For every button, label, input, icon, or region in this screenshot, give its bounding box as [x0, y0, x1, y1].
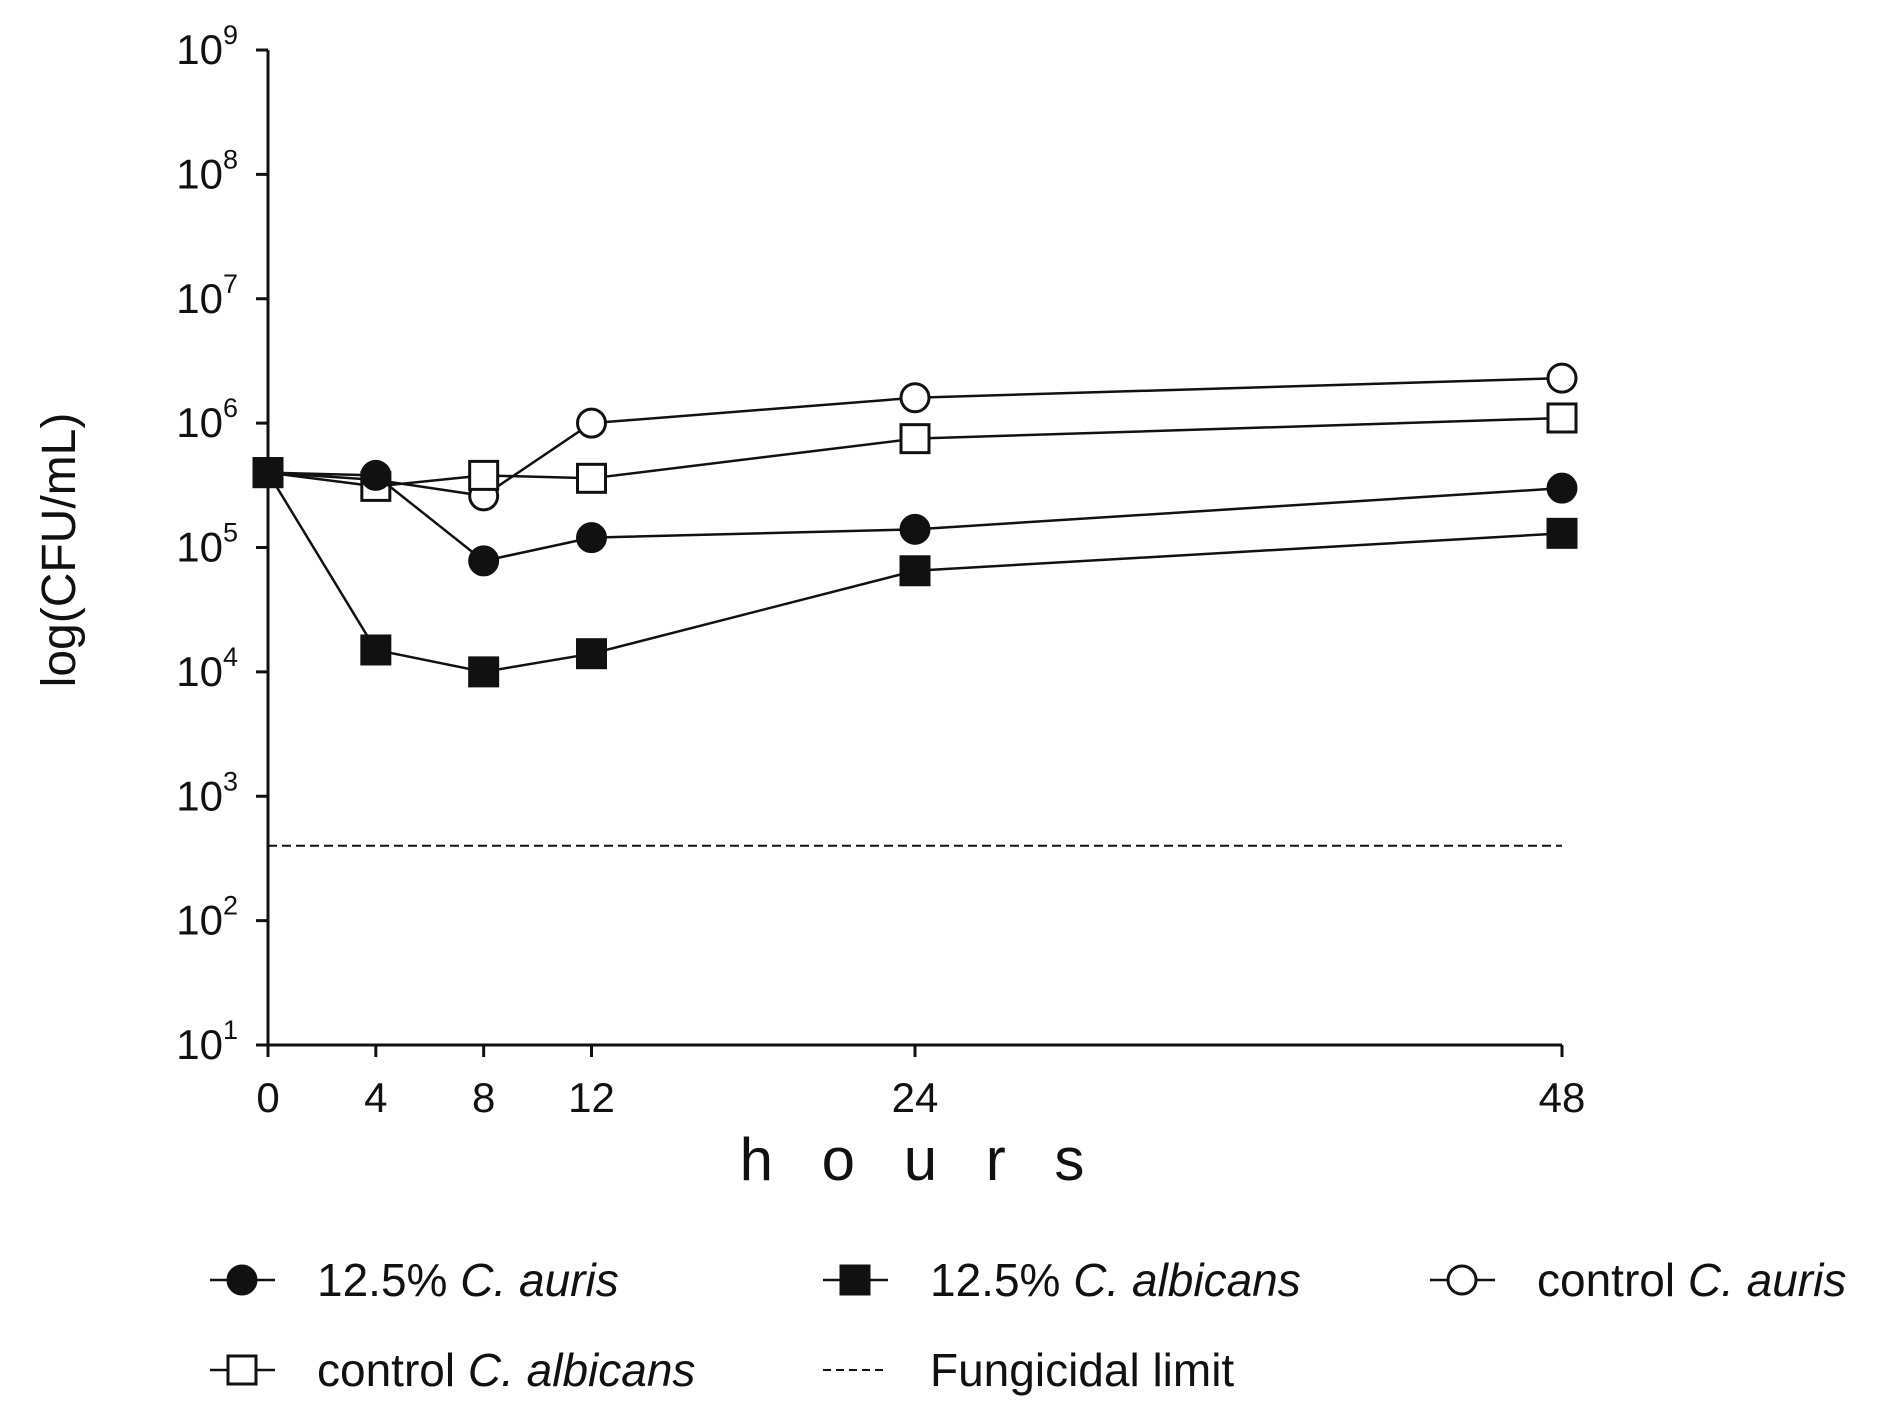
y-tick-label: 106 — [176, 393, 238, 446]
y-tick-label: 109 — [176, 20, 238, 73]
series-group — [252, 362, 1578, 688]
series-line — [267, 416, 1563, 488]
data-point — [899, 513, 931, 545]
data-point — [899, 382, 931, 414]
y-tick-label: 108 — [176, 144, 238, 197]
legend-item: 12.5% C. auris — [210, 1254, 619, 1306]
legend-swatch-marker — [1446, 1264, 1478, 1296]
legend-label: control C. albicans — [317, 1344, 695, 1396]
x-tick-label: 8 — [472, 1074, 495, 1121]
legend-label: 12.5% C. auris — [317, 1254, 619, 1306]
series-line — [267, 471, 1563, 563]
x-tick-labels: 0 4 8 12 24 48 — [256, 1074, 1585, 1121]
data-point — [360, 459, 392, 491]
data-point — [899, 555, 931, 587]
data-point — [360, 634, 392, 666]
legend-label: Fungicidal limit — [930, 1344, 1234, 1396]
legend-item: Fungicidal limit — [823, 1344, 1234, 1396]
data-point — [899, 423, 931, 455]
y-tick-label: 102 — [176, 891, 238, 944]
y-tick-label: 103 — [176, 766, 238, 819]
legend-swatch-marker — [839, 1264, 871, 1296]
data-point — [1546, 472, 1578, 504]
legend: 12.5% C. auris 12.5% C. albicans control C… — [210, 1254, 1846, 1396]
x-tick-label: 48 — [1539, 1074, 1586, 1121]
series-line — [267, 376, 1563, 498]
data-point — [468, 656, 500, 688]
legend-swatch-marker — [226, 1354, 258, 1386]
y-tick-label: 105 — [176, 518, 238, 571]
legend-item: control C. auris — [1430, 1254, 1846, 1306]
y-axis-label: log(CFU/mL) — [33, 413, 86, 688]
series-control-c-albicans — [252, 402, 1578, 502]
data-point — [576, 407, 607, 439]
y-tick-labels: 101 102 103 104 105 106 107 108 109 — [176, 20, 238, 1068]
data-point — [1546, 402, 1578, 434]
legend-item: 12.5% C. albicans — [823, 1254, 1301, 1306]
legend-label: control C. auris — [1537, 1254, 1846, 1306]
data-point — [252, 457, 284, 489]
y-tick-label: 104 — [176, 642, 238, 695]
legend-swatch-marker — [226, 1264, 258, 1296]
data-point — [576, 522, 607, 554]
data-point — [1546, 517, 1578, 549]
series-line — [266, 471, 1563, 674]
x-tick-label: 24 — [892, 1074, 939, 1121]
legend-label: 12.5% C. albicans — [930, 1254, 1301, 1306]
x-tick-label: 4 — [364, 1074, 387, 1121]
x-tick-label: 12 — [568, 1074, 615, 1121]
legend-item: control C. albicans — [210, 1344, 695, 1396]
y-tick-label: 107 — [176, 269, 238, 322]
series-12-5-c-albicans — [252, 457, 1578, 688]
x-tick-label: 0 — [256, 1074, 279, 1121]
y-tick-label: 101 — [176, 1015, 238, 1068]
data-point — [468, 545, 500, 577]
x-axis-label: h o u r s — [740, 1126, 1101, 1193]
axes — [256, 48, 1564, 1057]
data-point — [576, 462, 607, 494]
data-point — [1546, 362, 1578, 394]
data-point — [468, 459, 500, 491]
data-point — [576, 638, 607, 670]
